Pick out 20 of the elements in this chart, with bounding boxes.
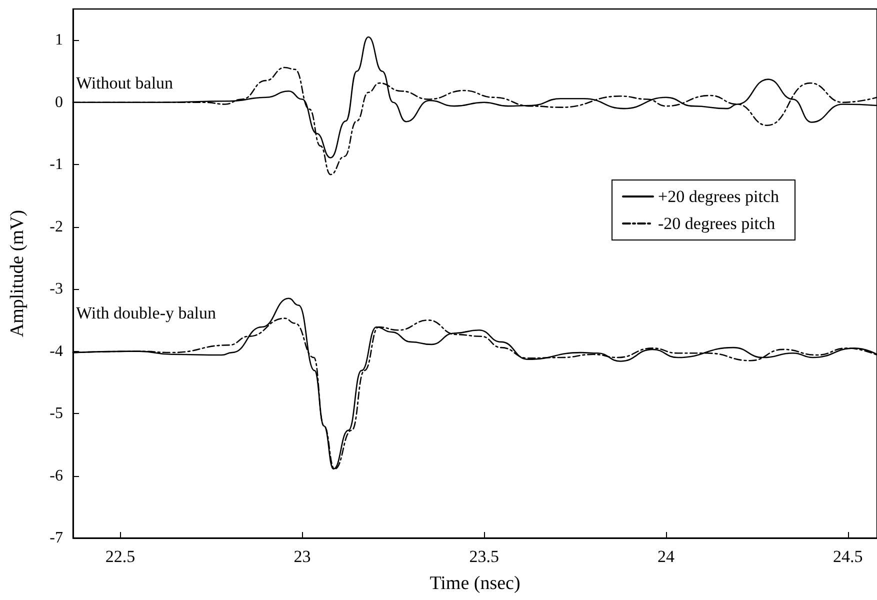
y-tick-label: -1 (50, 156, 63, 174)
y-tick-label: -4 (50, 342, 63, 360)
legend-label: -20 degrees pitch (658, 214, 776, 233)
y-tick-label: -5 (50, 405, 63, 422)
y-tick-label: -3 (50, 280, 63, 298)
x-tick-label: 23 (294, 547, 311, 566)
y-tick-label: -7 (50, 530, 63, 546)
legend-label: +20 degrees pitch (658, 187, 780, 206)
y-tick-label: 1 (55, 32, 63, 49)
x-tick-label: 23.5 (469, 547, 499, 566)
x-tick-label: 24 (657, 547, 675, 566)
y-tick-label: 0 (55, 94, 63, 111)
annotation: With double-y balun (76, 304, 217, 322)
x-tick-label: 22.5 (105, 547, 136, 566)
annotation: Without balun (76, 74, 174, 92)
x-axis-title: Time (nsec) (430, 573, 520, 594)
y-tick-label: -2 (50, 218, 63, 236)
x-tick-label: 24.5 (833, 547, 863, 566)
y-axis-title: Amplitude (mV) (7, 210, 28, 338)
y-tick-label: -6 (50, 467, 63, 484)
